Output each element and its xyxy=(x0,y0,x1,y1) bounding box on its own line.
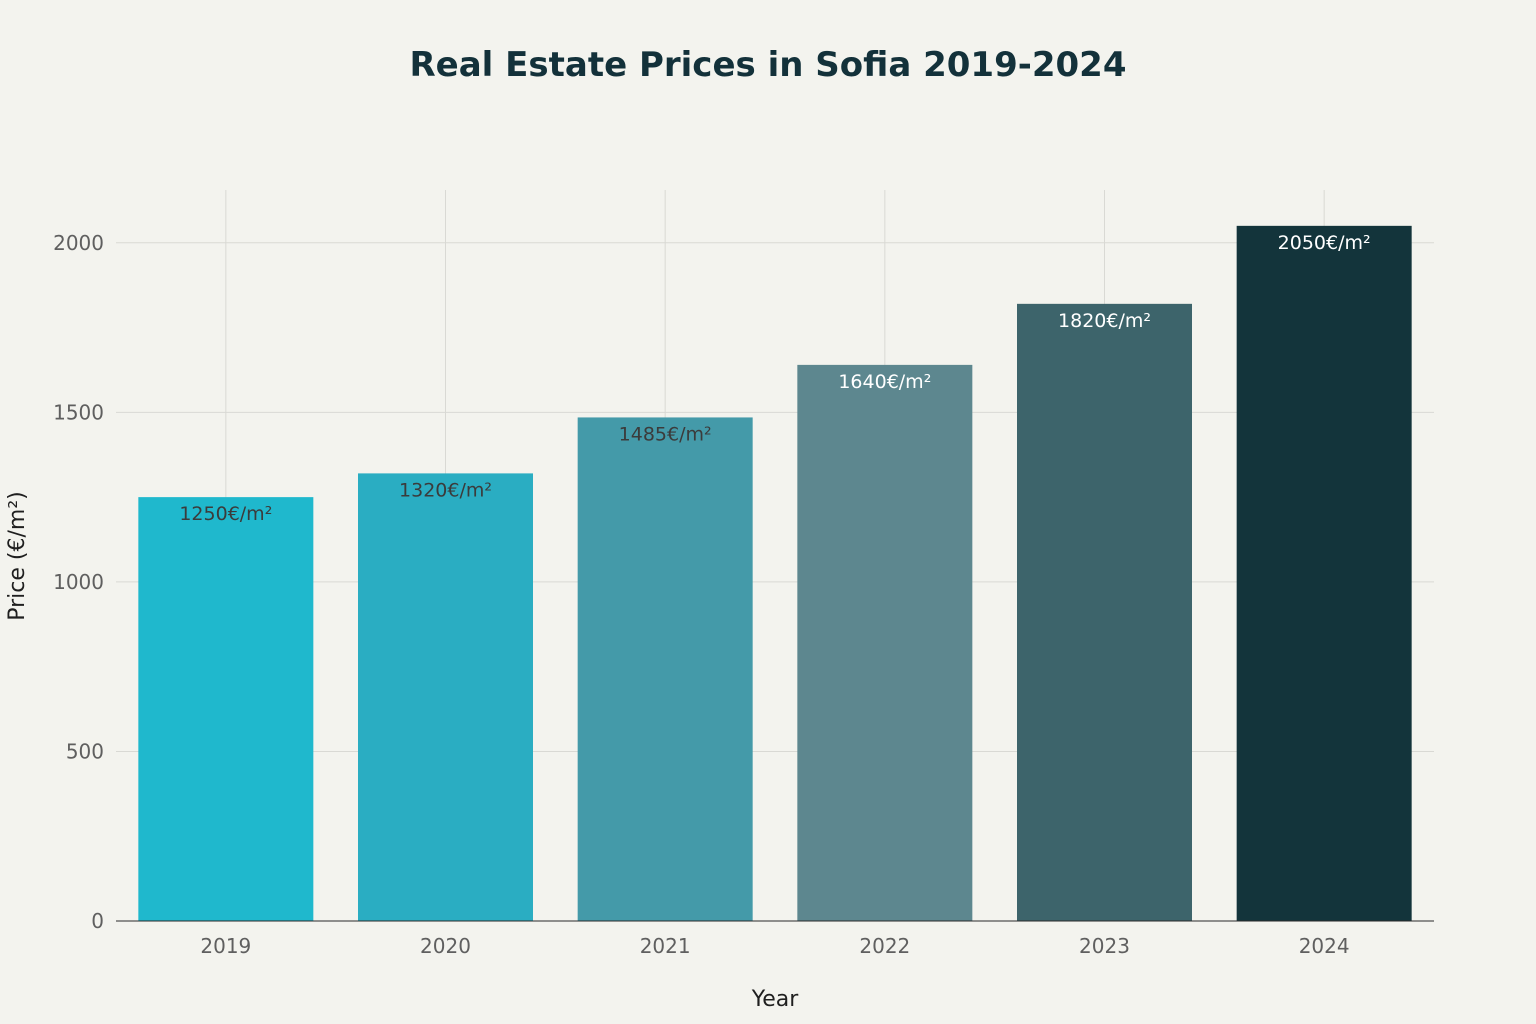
y-tick-label: 1500 xyxy=(53,400,104,424)
bar xyxy=(358,473,533,921)
data-labels: 1250€/m² 1320€/m² 1485€/m² 1640€/m² 1820€/m²… xyxy=(179,232,1370,525)
bar-value-label: 2050€/m² xyxy=(1278,232,1371,254)
y-tick-label: 2000 xyxy=(53,231,104,255)
bar-value-label: 1820€/m² xyxy=(1058,310,1151,332)
bar xyxy=(1017,303,1192,921)
bar-value-label: 1640€/m² xyxy=(838,371,931,393)
bar-value-label: 1320€/m² xyxy=(399,479,492,501)
y-tick-label: 1000 xyxy=(53,570,104,594)
bars xyxy=(138,225,1412,922)
x-tick-label: 2021 xyxy=(640,934,691,958)
y-tick-label: 0 xyxy=(91,909,104,933)
x-axis-title: Year xyxy=(751,987,800,1012)
bar xyxy=(138,497,314,921)
y-tick-label: 500 xyxy=(66,739,104,763)
bar xyxy=(1236,225,1412,922)
grid xyxy=(116,190,1434,921)
x-tick-label: 2023 xyxy=(1079,934,1130,958)
x-tick-label: 2022 xyxy=(859,934,910,958)
bar xyxy=(797,364,973,922)
x-tick-label: 2024 xyxy=(1299,934,1350,958)
bar-value-label: 1250€/m² xyxy=(179,503,272,525)
y-axis-title: Price (€/m²) xyxy=(5,491,30,621)
x-tick-label: 2020 xyxy=(420,934,471,958)
chart-title: Real Estate Prices in Sofia 2019-2024 xyxy=(409,45,1126,85)
bar-value-label: 1485€/m² xyxy=(619,423,712,445)
x-tick-label: 2019 xyxy=(200,934,251,958)
axis-ticks: 0 500 1000 1500 2000 2019 2020 2021 2022 2023 2024 xyxy=(53,231,1350,958)
bar xyxy=(577,417,753,921)
